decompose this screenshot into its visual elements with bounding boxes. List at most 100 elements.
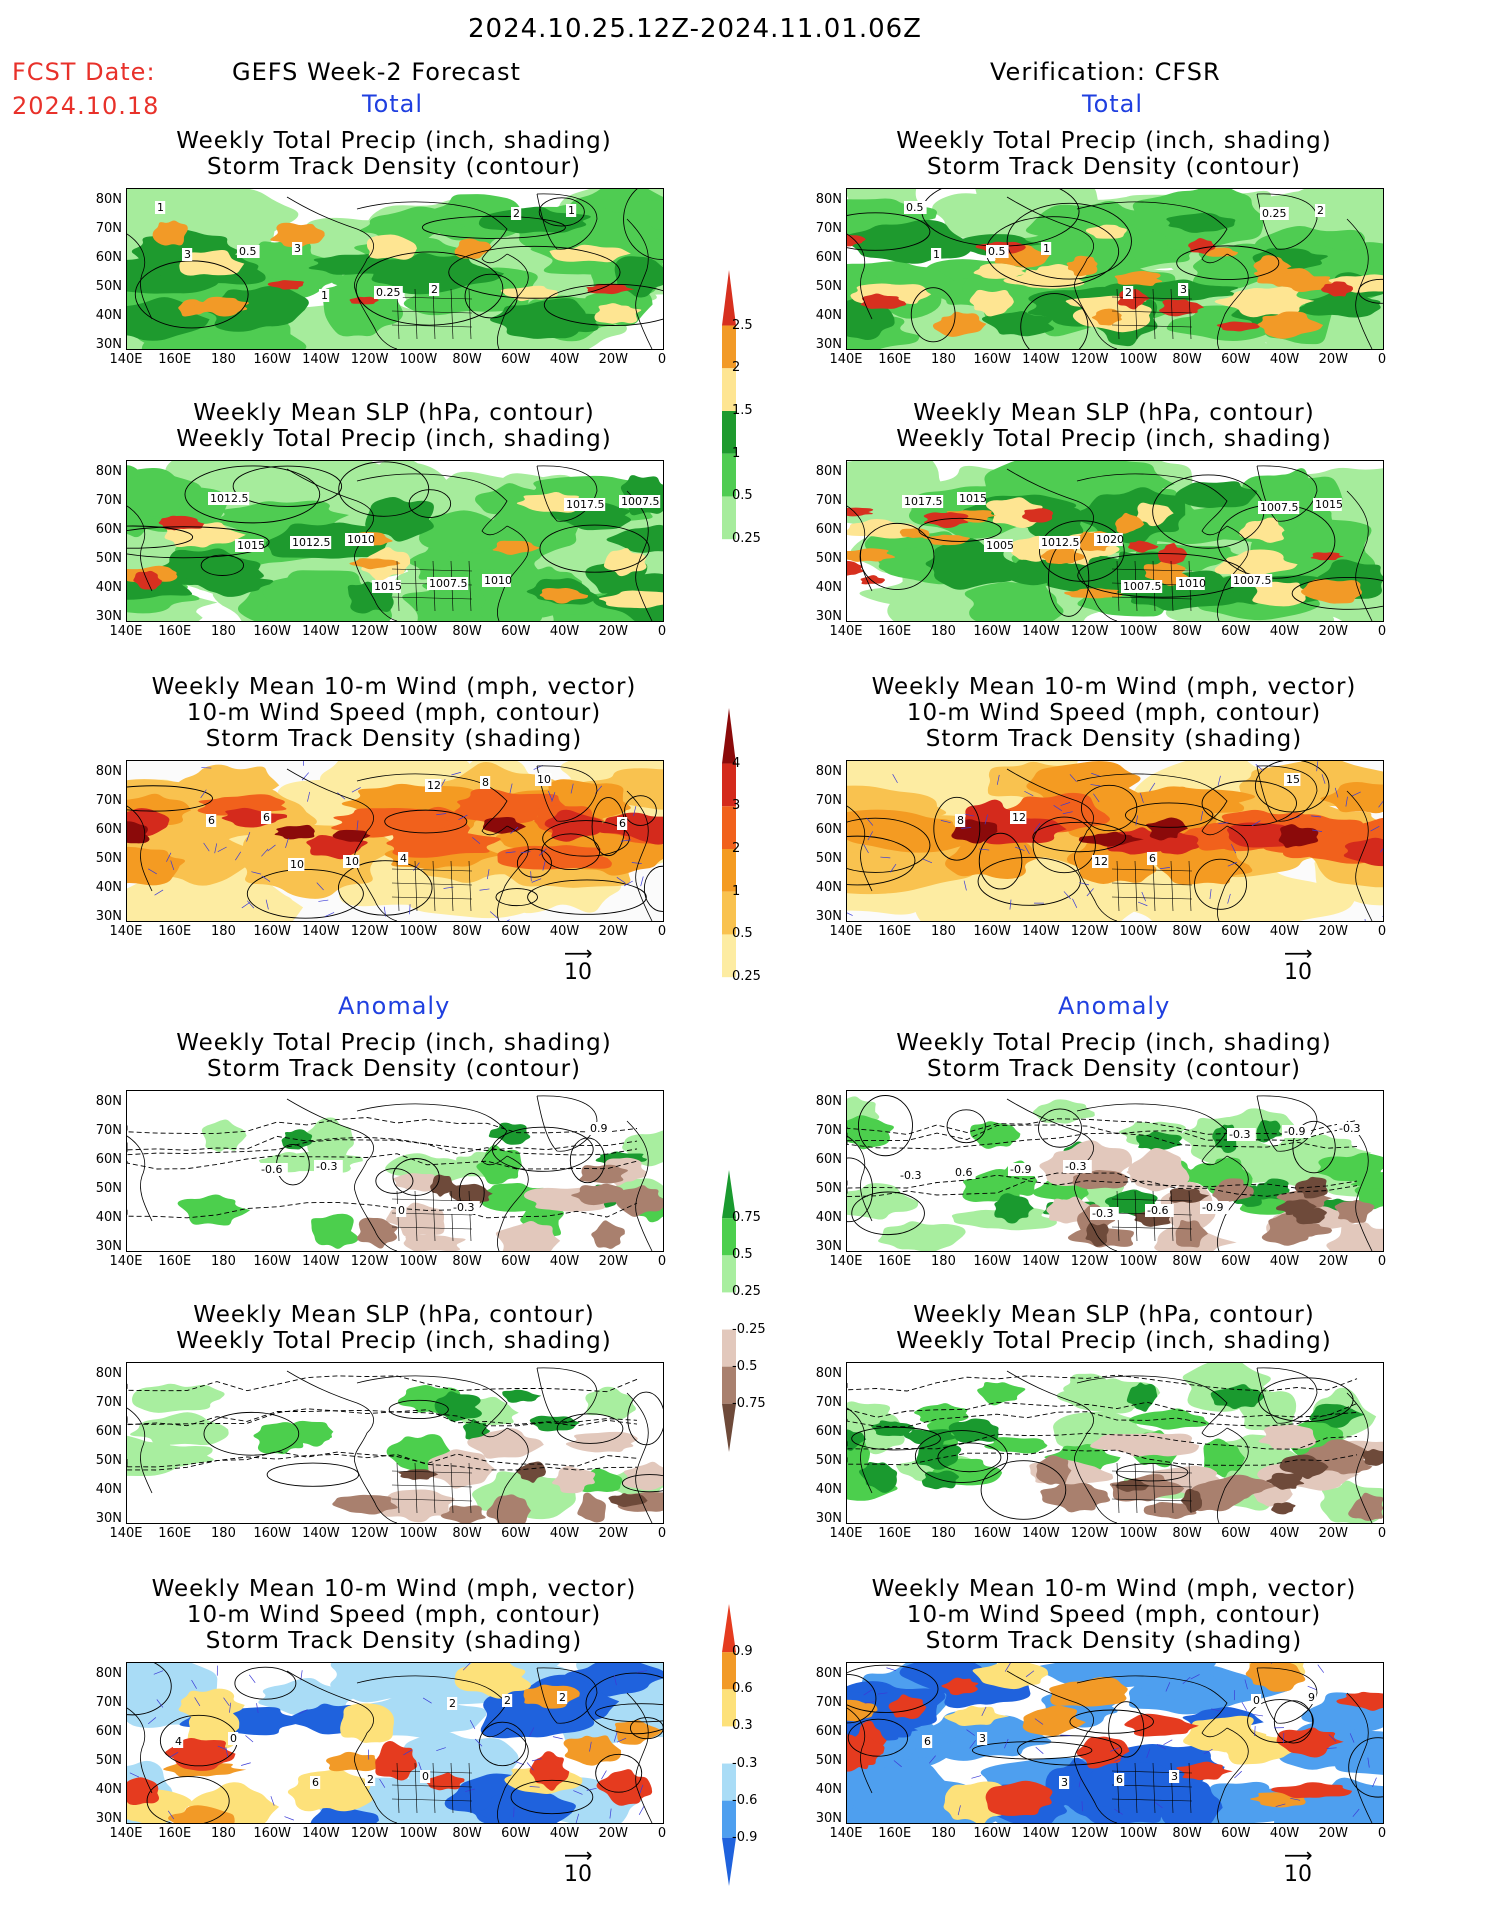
wind-vector (1244, 1679, 1248, 1690)
wind-vector (337, 792, 346, 800)
lon-tick-label: 160W (253, 1826, 292, 1841)
state-border (1170, 1462, 1174, 1514)
lon-tick-label: 140W (302, 1826, 340, 1841)
coastline-3 (1256, 465, 1318, 522)
contour-label-bg (557, 1691, 568, 1704)
contour-label: -0.3 (1065, 1160, 1086, 1173)
wind-vector (1140, 793, 1144, 803)
anom-contour-neg (127, 1135, 638, 1151)
coastline-3 (536, 765, 598, 822)
lat-tick-label: 40N (95, 1482, 122, 1497)
anom-shade (1063, 1373, 1114, 1399)
anom-wind-contour (971, 1741, 1093, 1760)
anom-shade (495, 1221, 561, 1251)
lon-tick-label: 40W (1269, 924, 1300, 939)
wind-speed-contour (624, 795, 657, 826)
contour-label: -0.3 (1092, 1207, 1113, 1220)
precip-shade (603, 548, 647, 577)
wind-vector (1063, 891, 1071, 900)
lon-tick-label: 20W (1318, 624, 1348, 639)
colorbar-segment (722, 1170, 736, 1219)
state-border (1111, 324, 1193, 328)
lat-tick-label: 30N (95, 1511, 122, 1526)
colorbar-label: -0.9 (732, 1829, 758, 1845)
precip-shade (478, 206, 591, 234)
precip-shade (1216, 321, 1260, 332)
lon-tick-label: 100W (399, 352, 438, 367)
lon-tick-label: 160W (253, 624, 292, 639)
colorbar-segment (722, 806, 736, 849)
contour-label: 1 (1043, 242, 1050, 255)
wind-vector (194, 1697, 201, 1707)
anom-storm-shade (326, 1751, 382, 1772)
lon-tick-label: 160E (878, 1826, 912, 1841)
state-border (391, 1226, 473, 1230)
contour-label-bg (922, 1735, 933, 1748)
lon-tick-label: 160E (878, 924, 912, 939)
contour-label: 10 (345, 855, 359, 868)
lon-tick-label: 140E (829, 1526, 863, 1541)
wind-vector (637, 1670, 648, 1673)
lon-tick-label: 60W (1221, 352, 1251, 367)
wind-vector (245, 1735, 254, 1743)
anom-shade (440, 1505, 486, 1523)
lon-tick-label: 160W (973, 1254, 1012, 1269)
anom-contour-neg (127, 1450, 638, 1468)
storm-shade (847, 847, 977, 895)
anom-contour-neg (847, 1411, 1358, 1428)
wind-vector (1234, 1770, 1242, 1779)
wind-vector (229, 1702, 232, 1713)
lon-tick-label: 20W (1318, 924, 1348, 939)
coastline-4 (626, 218, 653, 349)
anom-wind-contour (585, 1672, 663, 1735)
lon-tick-label: 120W (1070, 924, 1109, 939)
lon-tick-label: 120W (350, 352, 389, 367)
contour-label-bg (1176, 577, 1205, 590)
storm-shade (274, 824, 315, 840)
storm-contour (910, 287, 956, 343)
reference-arrow-icon: ⟶ (1284, 1843, 1313, 1867)
lat-tick-label: 30N (95, 337, 122, 352)
left-column-title: GEFS Week-2 Forecast (232, 58, 521, 86)
coastline-5 (127, 1407, 153, 1494)
wind-vector (248, 1674, 256, 1684)
anom-storm-shade (287, 1769, 373, 1812)
anom-shade (430, 1174, 458, 1197)
slp-contour (127, 526, 270, 559)
contour-label-bg (1008, 1163, 1037, 1176)
precip-shade (1064, 588, 1123, 599)
wind-vector (589, 1741, 592, 1752)
anom-shade (1279, 1454, 1329, 1480)
anom-shade (332, 1494, 398, 1515)
anom-shade (130, 1412, 229, 1446)
wind-vector (1349, 1733, 1355, 1743)
wind-vector (613, 1731, 618, 1742)
wind-vector (996, 774, 1000, 785)
anom-shade (1189, 1482, 1246, 1512)
lon-tick-label: 60W (1221, 1526, 1251, 1541)
wind-speed-contour (1125, 802, 1214, 828)
panel-title-1-1-1: Weekly Total Precip (inch, shading) (896, 426, 1332, 452)
slp-contour (1039, 520, 1125, 582)
lon-tick-label: 180 (211, 1826, 236, 1841)
precip-shade (204, 286, 309, 332)
anom-storm-shade (1271, 1782, 1353, 1799)
precip-shade (1066, 255, 1098, 277)
coastline-4 (626, 790, 653, 921)
lon-tick-label: 0 (657, 1526, 667, 1541)
contour-label-bg (290, 536, 332, 549)
precip-shade (586, 283, 635, 295)
wind-vector (639, 1784, 644, 1795)
wind-vector (1024, 845, 1030, 855)
lat-tick-label: 50N (95, 551, 122, 566)
anom-contour-neg (127, 1139, 638, 1156)
lat-tick-label: 50N (815, 1453, 842, 1468)
map-panel-1-4 (846, 1362, 1384, 1524)
anom-shade (913, 1403, 969, 1423)
lat-tick-label: 60N (815, 250, 842, 265)
wind-vector (1253, 1714, 1264, 1717)
anom-contour-pos (946, 1109, 986, 1144)
lon-tick-label: 40W (549, 624, 580, 639)
lon-tick-label: 60W (501, 1826, 531, 1841)
colorbar-segment (722, 1800, 736, 1838)
